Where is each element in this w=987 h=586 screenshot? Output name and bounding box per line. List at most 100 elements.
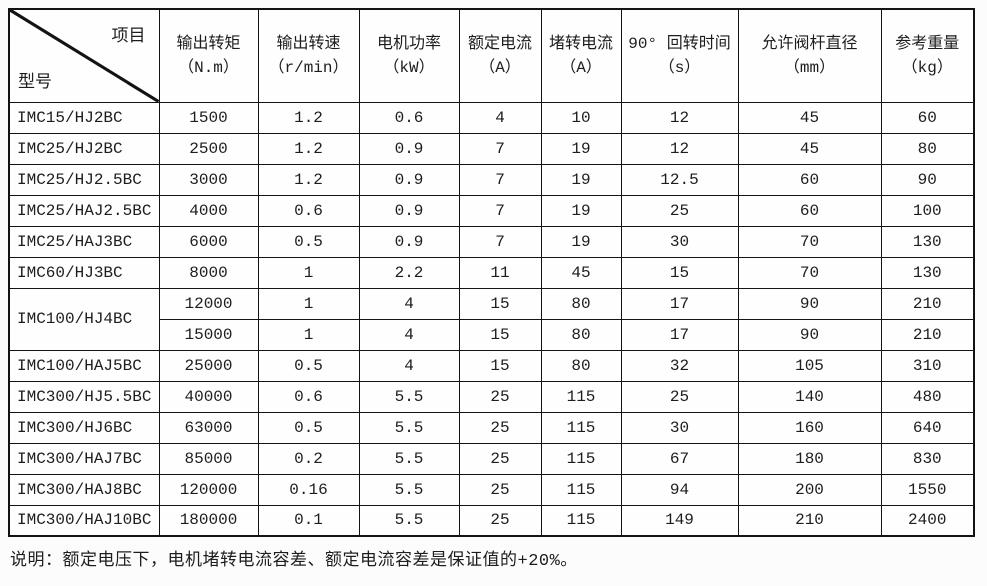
value-cell: 105 xyxy=(737,349,882,382)
value-cell: 0.5 xyxy=(257,349,360,382)
value-cell: 0.9 xyxy=(358,194,460,227)
value-cell: 15 xyxy=(458,287,542,320)
value-cell: 19 xyxy=(540,225,622,258)
value-cell: 6000 xyxy=(158,225,259,258)
column-unit: （N.m） xyxy=(178,58,239,77)
table-row: IMC300/HAJ7BC 85000 0.2 5.5 25 115 67 180 830 xyxy=(8,442,975,475)
value-cell: 115 xyxy=(540,473,622,506)
value-cell: 1 xyxy=(257,318,360,351)
value-cell: 80 xyxy=(880,132,975,165)
value-cell: 60 xyxy=(737,194,882,227)
value-cell: 7 xyxy=(458,194,542,227)
value-cell: 70 xyxy=(737,225,882,258)
column-unit: （kg） xyxy=(901,58,953,77)
value-cell: 2500 xyxy=(158,132,259,165)
value-cell: 480 xyxy=(880,380,975,413)
value-cell: 5.5 xyxy=(358,442,460,475)
column-header-5: 90° 回转时间 （s） xyxy=(620,8,739,103)
value-cell: 180 xyxy=(737,442,882,475)
value-cell: 7 xyxy=(458,132,542,165)
column-header-0: 输出转矩 （N.m） xyxy=(158,8,259,103)
value-cell: 85000 xyxy=(158,442,259,475)
column-name: 堵转电流 xyxy=(548,34,613,53)
value-cell: 1 xyxy=(257,256,360,289)
value-cell: 60 xyxy=(737,163,882,196)
value-cell: 120000 xyxy=(158,473,259,506)
value-cell: 25 xyxy=(620,380,739,413)
value-cell: 19 xyxy=(540,132,622,165)
column-header-2: 电机功率 （kW） xyxy=(358,8,460,103)
value-cell: 19 xyxy=(540,194,622,227)
table-row: IMC300/HAJ10BC 180000 0.1 5.5 25 115 149 210 240… xyxy=(8,504,975,537)
value-cell: 0.5 xyxy=(257,225,360,258)
value-cell: 7 xyxy=(458,163,542,196)
column-name: 90° 回转时间 xyxy=(628,34,731,53)
value-cell: 1.2 xyxy=(257,132,360,165)
value-cell: 0.1 xyxy=(257,504,360,537)
value-cell: 310 xyxy=(880,349,975,382)
value-cell: 0.9 xyxy=(358,163,460,196)
value-cell: 4 xyxy=(358,318,460,351)
column-unit: （mm） xyxy=(783,58,836,77)
value-cell: 17 xyxy=(620,287,739,320)
column-header-6: 允许阀杆直径 （mm） xyxy=(737,8,882,103)
value-cell: 45 xyxy=(737,101,882,134)
value-cell: 10 xyxy=(540,101,622,134)
column-header-4: 堵转电流 （A） xyxy=(540,8,622,103)
value-cell: 8000 xyxy=(158,256,259,289)
column-unit: （A） xyxy=(560,58,602,77)
column-unit: （s） xyxy=(658,58,701,77)
value-cell: 1500 xyxy=(158,101,259,134)
column-header-3: 额定电流 （A） xyxy=(458,8,542,103)
table-row: IMC100/HAJ5BC 25000 0.5 4 15 80 32 105 310 xyxy=(8,349,975,382)
table-row: IMC100/HJ4BC 12000 1 4 15 80 17 90 210 xyxy=(8,287,975,351)
table-row: IMC15/HJ2BC 1500 1.2 0.6 4 10 12 45 60 xyxy=(8,101,975,134)
table-row: IMC25/HAJ3BC 6000 0.5 0.9 7 19 30 70 130 xyxy=(8,225,975,258)
model-cell: IMC25/HAJ2.5BC xyxy=(8,194,160,227)
value-cell: 94 xyxy=(620,473,739,506)
column-name: 输出转速 xyxy=(276,34,341,53)
value-cell: 80 xyxy=(540,318,622,351)
model-cell: IMC25/HAJ3BC xyxy=(8,225,160,258)
table-row: IMC25/HAJ2.5BC 4000 0.6 0.9 7 19 25 60 100 xyxy=(8,194,975,227)
value-cell: 130 xyxy=(880,256,975,289)
value-cell: 70 xyxy=(737,256,882,289)
value-cell: 5.5 xyxy=(358,411,460,444)
value-cell: 60 xyxy=(880,101,975,134)
column-name: 输出转矩 xyxy=(176,34,241,53)
value-cell: 4 xyxy=(358,349,460,382)
value-cell: 0.9 xyxy=(358,132,460,165)
value-cell: 180000 xyxy=(158,504,259,537)
value-cell: 5.5 xyxy=(358,380,460,413)
table-row: IMC300/HJ6BC 63000 0.5 5.5 25 115 30 160 640 xyxy=(8,411,975,444)
value-cell: 0.5 xyxy=(257,411,360,444)
value-cell: 25 xyxy=(458,411,542,444)
model-cell: IMC300/HAJ10BC xyxy=(8,504,160,537)
value-cell: 25 xyxy=(458,504,542,537)
table-row: IMC300/HAJ8BC 120000 0.16 5.5 25 115 94 200 1550 xyxy=(8,473,975,506)
value-cell: 0.6 xyxy=(358,101,460,134)
value-cell: 1550 xyxy=(880,473,975,506)
model-cell: IMC25/HJ2.5BC xyxy=(8,163,160,196)
value-cell: 17 xyxy=(620,318,739,351)
value-cell: 115 xyxy=(540,442,622,475)
value-cell: 0.16 xyxy=(257,473,360,506)
column-name: 额定电流 xyxy=(467,34,532,53)
column-unit: （A） xyxy=(479,58,521,77)
value-cell: 25 xyxy=(458,380,542,413)
model-cell: IMC300/HAJ7BC xyxy=(8,442,160,475)
model-cell: IMC300/HJ6BC xyxy=(8,411,160,444)
value-cell: 25000 xyxy=(158,349,259,382)
value-cell: 149 xyxy=(620,504,739,537)
table-row: IMC25/HJ2BC 2500 1.2 0.9 7 19 12 45 80 xyxy=(8,132,975,165)
model-cell: IMC60/HJ3BC xyxy=(8,256,160,289)
value-cell: 12000 xyxy=(158,287,259,320)
diagonal-line xyxy=(10,10,158,101)
actuator-spec-table: 项目 型号 输出转矩 （N.m） 输出转速 （r/min） 电机功率 （kW） 额定电流 （A… xyxy=(8,8,975,537)
value-cell: 4 xyxy=(358,287,460,320)
model-cell: IMC300/HJ5.5BC xyxy=(8,380,160,413)
column-unit: （kW） xyxy=(383,58,435,77)
value-cell: 80 xyxy=(540,287,622,320)
value-cell: 140 xyxy=(737,380,882,413)
value-cell: 30 xyxy=(620,411,739,444)
